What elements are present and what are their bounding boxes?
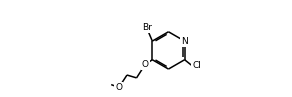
Text: O: O [142, 60, 149, 69]
Text: O: O [115, 83, 122, 92]
Text: N: N [181, 37, 188, 46]
Text: Br: Br [142, 23, 152, 32]
Text: Cl: Cl [192, 61, 201, 70]
